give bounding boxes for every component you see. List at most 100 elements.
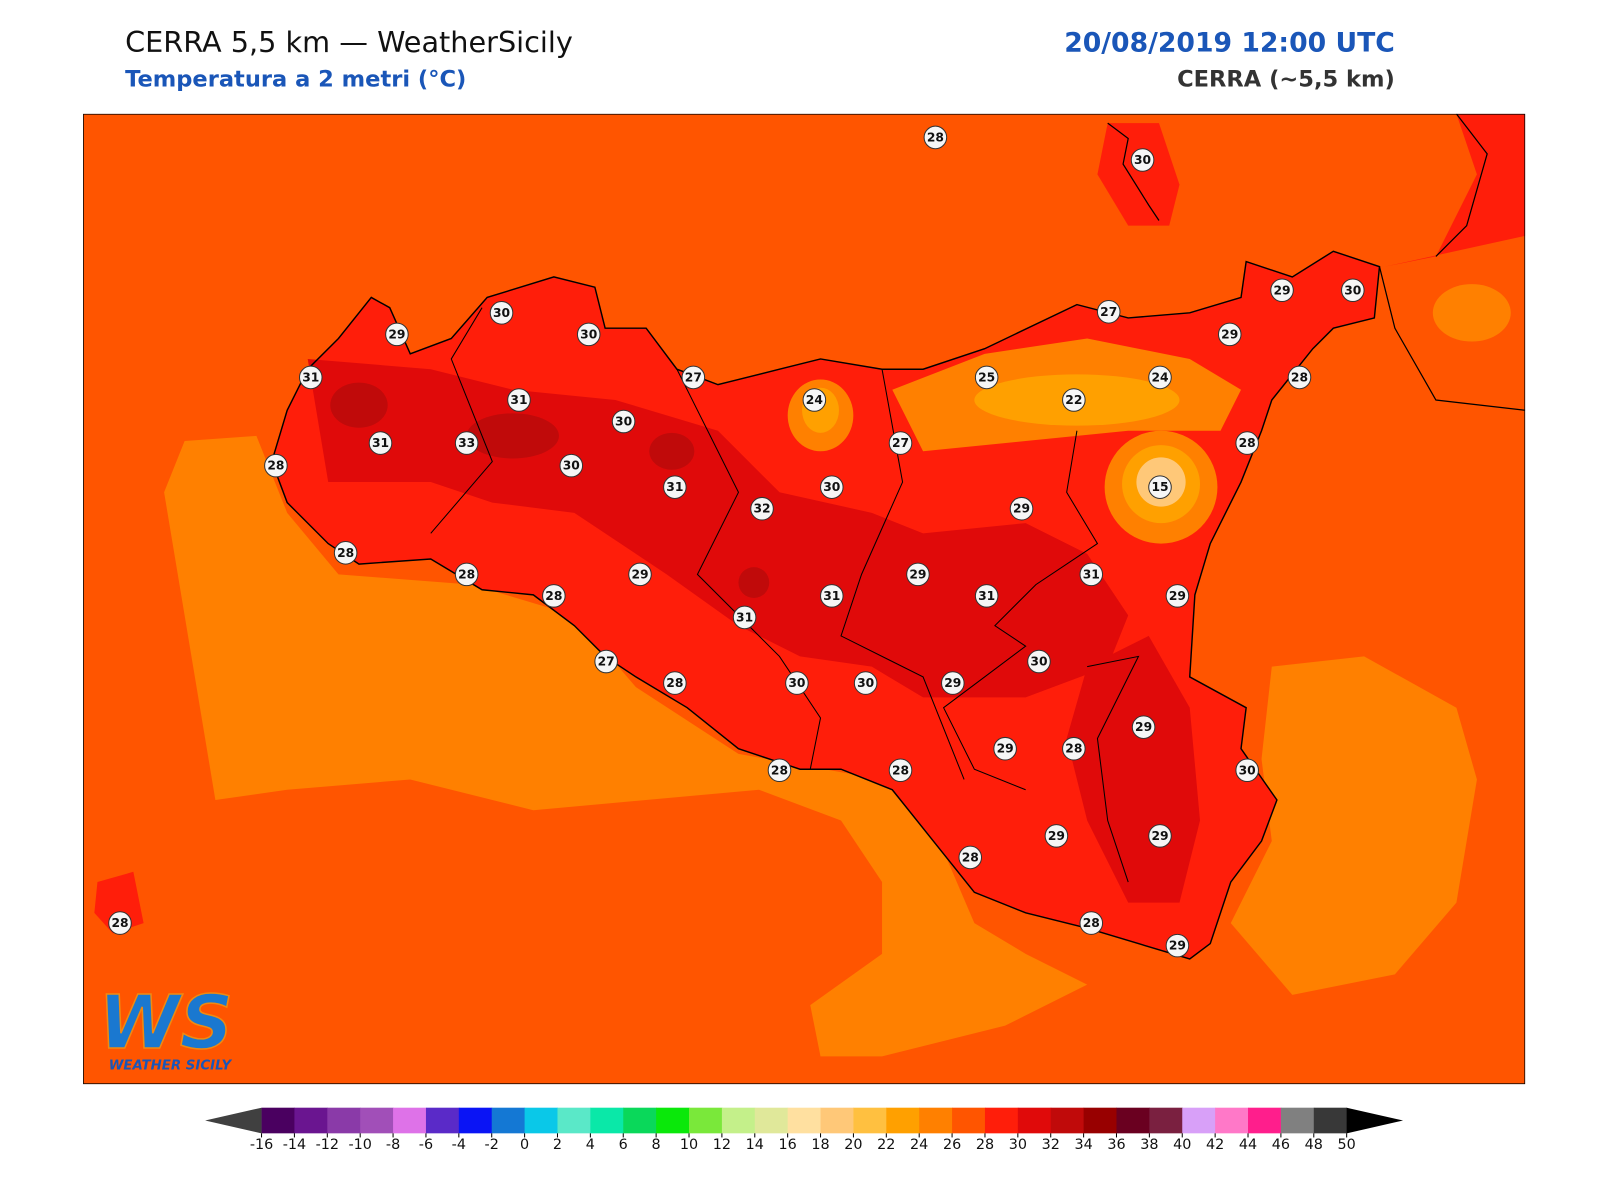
colorbar-swatch [754,1107,789,1134]
station-marker [1079,911,1104,935]
colorbar-swatch [787,1107,822,1134]
station-value: 29 [1013,502,1030,516]
cool-zone [1432,284,1511,342]
hot-core [330,382,388,428]
station-value: 30 [1030,655,1047,669]
colorbar-swatch [425,1107,460,1134]
colorbar-tick-label: 18 [811,1137,829,1153]
station-value: 29 [388,327,405,341]
station-marker [1096,300,1121,324]
station-marker [576,322,601,347]
station-value: 28 [1291,370,1308,384]
colorbar-swatch [984,1107,1019,1134]
station-marker [1270,278,1294,303]
station-value: 31 [510,393,527,407]
station-value: 28 [962,850,979,864]
station-value: 27 [685,370,702,384]
land-field [1097,123,1180,226]
station-marker [974,584,999,608]
station-marker [941,671,965,695]
station-value: 28 [892,763,909,777]
hot-core [649,432,695,470]
colorbar-tick-label: 48 [1305,1137,1323,1153]
station-value: 30 [580,327,597,341]
station-value: 32 [753,502,770,516]
station-value: 28 [771,763,788,777]
station-marker [298,365,323,390]
station-value: 28 [458,567,475,581]
station-marker [1148,475,1172,499]
station-marker [1165,933,1190,958]
station-value: 31 [666,480,683,494]
station-value: 27 [1100,305,1117,319]
station-value: 29 [1221,327,1238,341]
station-value: 28 [1239,436,1256,450]
station-value: 29 [909,567,926,581]
station-marker [888,758,913,783]
station-value: 25 [978,370,995,384]
station-value: 28 [337,546,354,560]
colorbar-tick-label: 22 [877,1137,895,1153]
station-value: 30 [1344,283,1361,297]
station-value: 30 [857,676,874,690]
station-value: 29 [1151,829,1168,843]
station-marker [802,388,827,412]
station-marker [108,911,132,935]
station-marker [1287,365,1312,390]
station-marker [385,322,409,347]
colorbar-swatch [1017,1107,1052,1134]
station-marker [767,758,792,783]
station-marker [1044,824,1069,848]
station-value: 29 [1135,720,1152,734]
station-marker [923,125,948,150]
colorbar-over [1346,1107,1404,1134]
station-value: 28 [1065,742,1082,756]
station-marker [1079,562,1104,587]
colorbar-swatch [656,1107,690,1134]
colorbar-swatch [458,1107,493,1134]
map [83,113,1526,1085]
station-marker [1130,148,1155,172]
station-value: 28 [927,130,944,144]
station-value: 22 [1065,393,1082,407]
station-marker [1165,584,1190,608]
colorbar-tick-label: -14 [283,1137,306,1153]
colorbar-tick-label: 20 [844,1137,862,1153]
station-value: 30 [823,480,840,494]
station-marker [906,562,930,587]
station-value: 28 [111,916,128,930]
colorbar-tick-label: 4 [586,1137,595,1153]
colorbar-swatch [886,1107,920,1134]
station-marker [853,671,878,695]
colorbar-tick-label: 50 [1338,1137,1356,1153]
station-value: 28 [267,459,284,473]
colorbar-swatch [294,1107,328,1134]
station-marker [785,671,809,695]
colorbar-tick-label: 44 [1239,1137,1257,1153]
colorbar-tick-label: 26 [943,1137,961,1153]
station-marker [1235,758,1259,783]
station-marker [542,584,566,608]
colorbar-tick-label: 46 [1272,1137,1290,1153]
colorbar-swatch [1215,1107,1249,1134]
station-value: 27 [598,655,615,669]
colorbar-swatch [820,1107,854,1134]
station-value: 24 [1151,370,1168,384]
station-marker [1062,736,1086,761]
station-marker [454,431,479,455]
station-marker [559,453,584,478]
land-field [94,871,144,934]
hot-core [738,567,770,598]
station-value: 15 [1151,480,1168,494]
colorbar-tick-label: 24 [910,1137,928,1153]
station-value: 29 [1169,939,1186,953]
station-value: 28 [666,676,683,690]
station-marker [489,301,514,325]
model-label: CERRA (~5,5 km) [1177,67,1395,93]
colorbar-tick-label: 32 [1042,1137,1060,1153]
station-marker [1027,649,1051,674]
colorbar-swatch [1182,1107,1216,1134]
colorbar-tick-label: 34 [1074,1137,1092,1153]
